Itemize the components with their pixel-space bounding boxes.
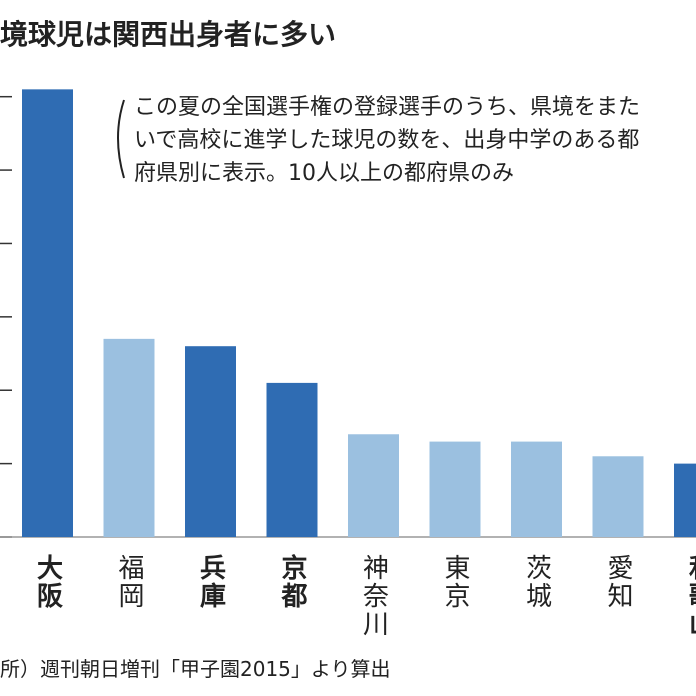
x-tick-label: 神奈川 — [359, 554, 389, 638]
x-tick-label: 福岡 — [114, 554, 144, 610]
annotation-bracket — [117, 99, 125, 179]
annotation: この夏の全国選手権の登録選手のうち、県境をまた — [134, 95, 640, 120]
bar — [592, 456, 644, 537]
bar — [103, 338, 155, 537]
bar — [429, 441, 481, 537]
bar — [22, 89, 73, 537]
x-tick-label: 京都 — [277, 553, 308, 610]
source: 所）週刊朝日増刊「甲子園2015」より算出 — [0, 657, 391, 681]
chart-title: 境球児は関西出身者に多い — [0, 18, 336, 51]
annotation: 府県別に表示。10人以上の都府県のみ — [134, 161, 514, 186]
annotation: いで高校に進学した球児の数を、出身中学のある都 — [134, 128, 639, 153]
x-tick-label: 兵庫 — [196, 554, 226, 610]
bar — [185, 346, 236, 537]
x-tick-label: 和歌山 — [685, 554, 696, 638]
x-tick-label: 大阪 — [33, 554, 63, 610]
x-tick-label: 東京 — [440, 554, 470, 610]
bar — [674, 463, 696, 537]
bar — [348, 434, 399, 537]
bar — [511, 441, 562, 537]
bar — [266, 382, 318, 537]
x-tick-label: 茨城 — [522, 554, 552, 610]
x-tick-label: 愛知 — [603, 554, 633, 610]
